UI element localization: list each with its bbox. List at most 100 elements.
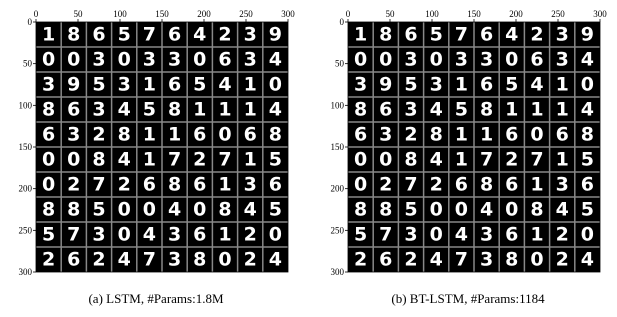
digit: 2 — [530, 24, 543, 46]
x-tick-label: 300 — [281, 9, 295, 19]
digit: 0 — [581, 74, 594, 96]
digit: 6 — [505, 124, 518, 146]
digit: 2 — [92, 124, 105, 146]
digit: 8 — [118, 124, 131, 146]
digit: 4 — [581, 49, 594, 71]
digit: 7 — [530, 149, 543, 171]
digit: 7 — [455, 249, 468, 271]
digit: 0 — [354, 49, 367, 71]
y-tick-label: 100 — [19, 100, 33, 110]
x-tick-label: 300 — [593, 9, 607, 19]
x-tick-label: 100 — [425, 9, 439, 19]
digit: 7 — [143, 24, 156, 46]
digit: 3 — [556, 49, 569, 71]
digit: 0 — [430, 224, 443, 246]
digit: 1 — [244, 99, 257, 121]
digit: 6 — [218, 49, 231, 71]
digit: 4 — [218, 74, 231, 96]
digit: 4 — [430, 149, 443, 171]
digit: 1 — [530, 224, 543, 246]
digit: 3 — [42, 74, 55, 96]
digit: 1 — [480, 124, 493, 146]
digit: 3 — [244, 49, 257, 71]
digit: 6 — [193, 224, 206, 246]
digit: 5 — [581, 199, 594, 221]
digit: 6 — [244, 124, 257, 146]
digit: 6 — [379, 99, 392, 121]
digit: 1 — [455, 149, 468, 171]
digit: 1 — [556, 149, 569, 171]
digit: 4 — [269, 99, 282, 121]
digit: 4 — [143, 224, 156, 246]
digit: 0 — [118, 224, 131, 246]
digit: 0 — [269, 74, 282, 96]
digit: 5 — [404, 74, 417, 96]
digit: 6 — [480, 74, 493, 96]
digit: 7 — [143, 249, 156, 271]
digit: 0 — [42, 149, 55, 171]
digit: 8 — [505, 249, 518, 271]
digit: 3 — [430, 74, 443, 96]
digit: 1 — [455, 74, 468, 96]
y-tick-label: 200 — [19, 184, 33, 194]
digit: 8 — [67, 24, 80, 46]
digit: 3 — [404, 49, 417, 71]
digit: 3 — [92, 99, 105, 121]
digit: 8 — [92, 149, 105, 171]
digit: 6 — [581, 174, 594, 196]
digit: 6 — [42, 124, 55, 146]
x-tick-label: 250 — [551, 9, 565, 19]
digit: 6 — [455, 174, 468, 196]
digit: 8 — [168, 99, 181, 121]
x-tick-label: 200 — [197, 9, 211, 19]
digit: 4 — [269, 249, 282, 271]
digit: 6 — [92, 24, 105, 46]
digit: 8 — [530, 199, 543, 221]
digit: 1 — [505, 99, 518, 121]
digit: 2 — [118, 174, 131, 196]
digit: 8 — [354, 199, 367, 221]
digit: 0 — [505, 49, 518, 71]
digit: 3 — [92, 224, 105, 246]
digit: 6 — [505, 174, 518, 196]
digit: 2 — [404, 124, 417, 146]
x-tick-label: 250 — [239, 9, 253, 19]
digit: 9 — [269, 24, 282, 46]
digit: 3 — [480, 49, 493, 71]
digit: 9 — [379, 74, 392, 96]
figure: 1865764239003033063439531654108634581114… — [0, 0, 617, 317]
digit: 3 — [143, 49, 156, 71]
digit: 2 — [505, 149, 518, 171]
digit: 7 — [168, 149, 181, 171]
digit: 5 — [269, 199, 282, 221]
digit: 6 — [67, 249, 80, 271]
digit: 7 — [218, 149, 231, 171]
x-tick-label: 50 — [74, 9, 84, 19]
digit: 0 — [269, 224, 282, 246]
digit: 1 — [455, 124, 468, 146]
digit: 8 — [354, 99, 367, 121]
digit: 5 — [143, 99, 156, 121]
digit: 2 — [92, 249, 105, 271]
digit: 5 — [42, 224, 55, 246]
digit: 6 — [505, 224, 518, 246]
digit: 8 — [379, 24, 392, 46]
digit: 1 — [143, 149, 156, 171]
digit: 1 — [218, 174, 231, 196]
digit: 3 — [480, 249, 493, 271]
digit: 4 — [581, 249, 594, 271]
digit: 4 — [269, 49, 282, 71]
digit: 6 — [168, 24, 181, 46]
digit: 1 — [218, 224, 231, 246]
digit: 3 — [404, 224, 417, 246]
y-tick-label: 100 — [331, 100, 345, 110]
digit: 5 — [404, 199, 417, 221]
digit: 1 — [530, 174, 543, 196]
digit: 4 — [430, 99, 443, 121]
y-tick-label: 50 — [335, 59, 345, 69]
digit: 4 — [556, 199, 569, 221]
digit: 1 — [143, 124, 156, 146]
digit: 2 — [244, 224, 257, 246]
digit: 8 — [42, 199, 55, 221]
digit: 7 — [480, 149, 493, 171]
